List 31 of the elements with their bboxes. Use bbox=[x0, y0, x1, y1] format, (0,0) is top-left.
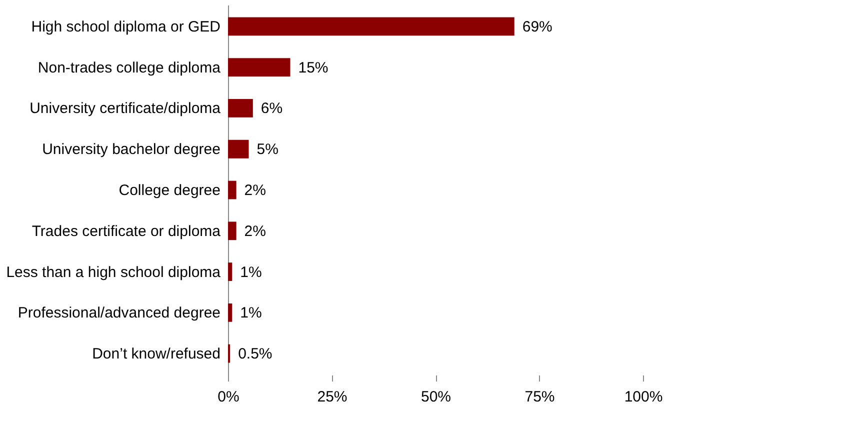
data-label: 15% bbox=[298, 59, 328, 76]
bar bbox=[228, 222, 236, 240]
bar bbox=[228, 262, 232, 281]
data-label: 6% bbox=[260, 100, 283, 118]
bar bbox=[228, 17, 514, 36]
bar bbox=[228, 140, 249, 158]
y-tick-label: University certificate/diploma bbox=[30, 100, 222, 118]
y-tick-label: Don’t know/refused bbox=[92, 346, 220, 363]
data-label: 69% bbox=[522, 18, 552, 36]
x-tick-label: 25% bbox=[317, 388, 348, 406]
data-label: 0.5% bbox=[238, 346, 272, 363]
y-tick-label: University bachelor degree bbox=[42, 141, 220, 158]
x-tick-label: 100% bbox=[624, 388, 663, 406]
x-tick-label: 0% bbox=[218, 388, 240, 406]
data-label: 5% bbox=[256, 141, 278, 158]
y-tick-label: Non-trades college diploma bbox=[38, 59, 222, 76]
y-tick-label: Professional/advanced degree bbox=[18, 304, 220, 322]
data-label: 1% bbox=[240, 264, 262, 281]
y-tick-label: High school diploma or GED bbox=[31, 18, 221, 36]
bar bbox=[228, 180, 236, 200]
data-label: 1% bbox=[240, 304, 262, 322]
y-tick-label: Less than a high school diploma bbox=[6, 264, 222, 281]
data-label: 2% bbox=[244, 182, 266, 199]
x-tick-label: 50% bbox=[420, 388, 452, 406]
y-tick-label: College degree bbox=[118, 182, 220, 199]
bar bbox=[228, 303, 232, 322]
bar bbox=[228, 58, 290, 77]
bar bbox=[228, 99, 253, 118]
y-tick-label: Trades certificate or diploma bbox=[32, 222, 222, 240]
data-label: 2% bbox=[244, 222, 266, 240]
x-tick-label: 75% bbox=[524, 388, 555, 406]
